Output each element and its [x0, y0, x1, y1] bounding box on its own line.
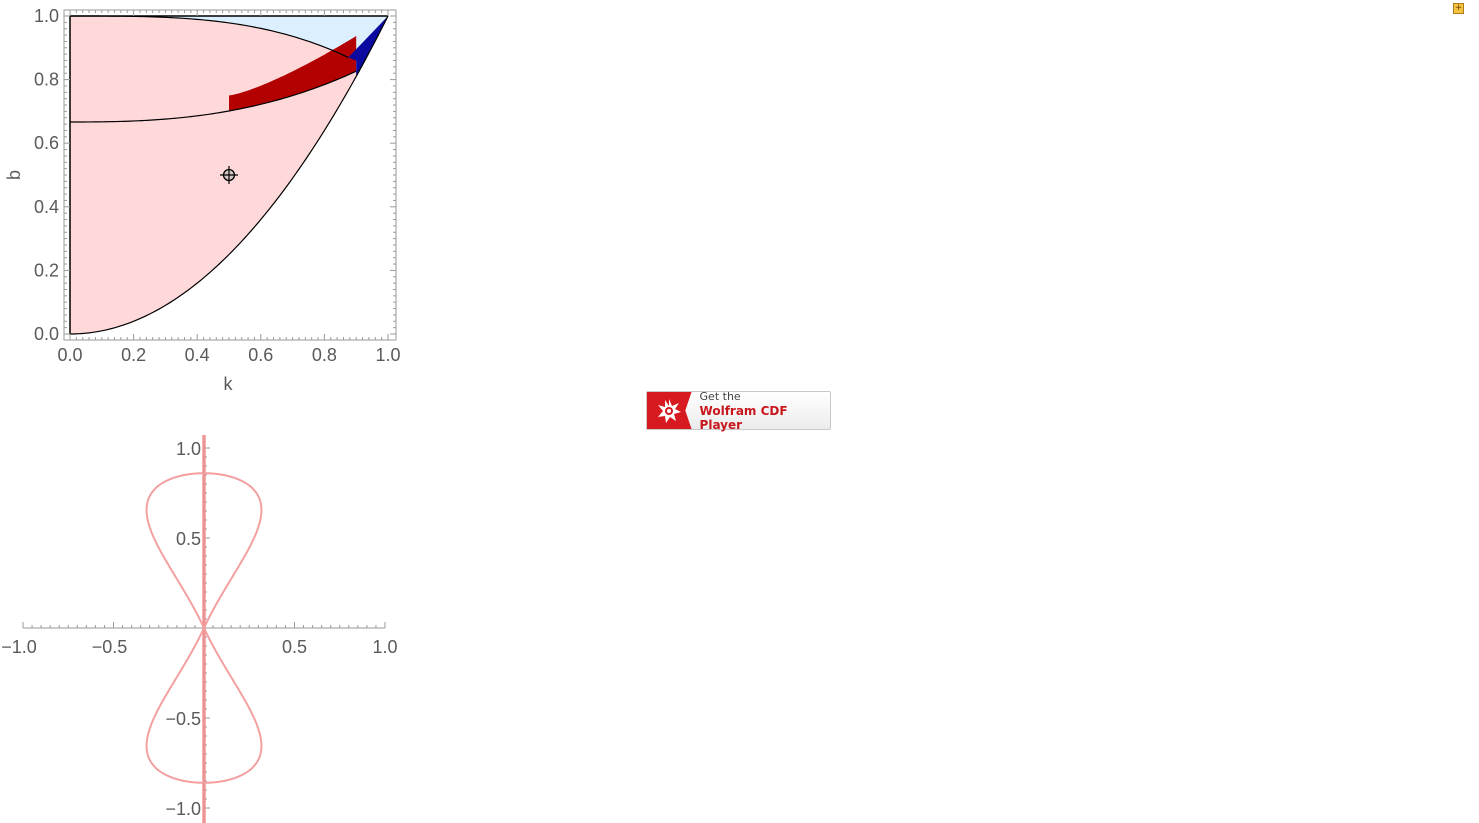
curve-plot: −1.0 −0.5 0.5 1.0 1.0 0.5 −0.5 −1.0	[1, 435, 398, 823]
x-tick-label: 0.8	[312, 345, 337, 365]
boundary-curve-middle	[70, 70, 357, 123]
region-light-blue	[70, 16, 388, 58]
y-tick-label: −0.5	[165, 709, 201, 729]
x-tick-label: 0.4	[185, 345, 210, 365]
y-tick-label: 1.0	[34, 6, 59, 26]
axis-ticks	[64, 10, 396, 340]
y-tick-labels: 0.0 0.2 0.4 0.6 0.8 1.0	[34, 6, 59, 344]
x-tick-label: 0.2	[121, 345, 146, 365]
y-tick-label: 1.0	[176, 439, 201, 459]
y-tick-label: 0.5	[176, 529, 201, 549]
x-tick-label: −1.0	[1, 637, 37, 657]
x-tick-labels: −1.0 −0.5 0.5 1.0	[1, 637, 397, 657]
x-tick-label: −0.5	[92, 637, 128, 657]
x-tick-label: 0.6	[248, 345, 273, 365]
expand-toggle-icon[interactable]: +	[1453, 3, 1464, 14]
y-tick-label: 0.0	[34, 324, 59, 344]
x-tick-label: 1.0	[372, 637, 397, 657]
wolfram-spikey-icon	[647, 392, 692, 429]
y-tick-label: 0.8	[34, 70, 59, 90]
x-tick-label: 0.0	[57, 345, 82, 365]
x-tick-label: 1.0	[375, 345, 400, 365]
cdf-button-line1: Get the	[699, 389, 741, 403]
locator-crosshair-icon[interactable]	[220, 166, 238, 184]
x-axis-title: k	[224, 374, 234, 394]
cdf-button-line2: Wolfram CDF Player	[699, 403, 788, 432]
region-plot: 0.0 0.2 0.4 0.6 0.8 1.0 0.0 0.2 0.4 0.6 …	[4, 6, 401, 394]
y-axis-title: b	[4, 170, 24, 180]
x-tick-labels: 0.0 0.2 0.4 0.6 0.8 1.0	[57, 345, 400, 365]
region-dark-blue	[348, 16, 388, 77]
x-tick-label: 0.5	[282, 637, 307, 657]
get-cdf-player-button[interactable]: Get the Wolfram CDF Player	[646, 389, 831, 432]
y-tick-label: 0.2	[34, 260, 59, 280]
region-dark-red	[229, 36, 357, 111]
y-tick-labels: 1.0 0.5 −0.5 −1.0	[165, 439, 201, 819]
figure-eight-curve	[145, 472, 263, 784]
boundary-curve-lower	[69, 15, 389, 335]
y-tick-label: 0.6	[34, 133, 59, 153]
y-tick-label: 0.4	[34, 197, 59, 217]
y-tick-label: −1.0	[165, 799, 201, 819]
